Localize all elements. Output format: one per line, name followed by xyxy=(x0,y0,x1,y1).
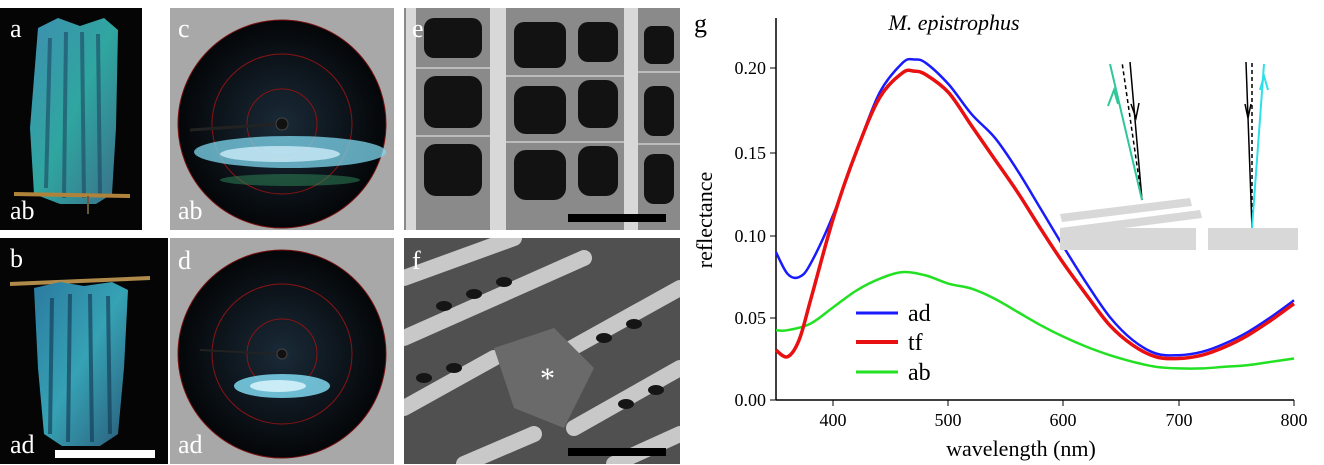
y-tick-label-4: 0.20 xyxy=(735,58,767,78)
inset-incident-arrow-left xyxy=(1130,102,1140,121)
panel-letter-g: g xyxy=(694,9,707,38)
x-tick-label-400: 400 xyxy=(820,410,847,430)
x-tick-500: 500 xyxy=(935,400,962,430)
inset-reflected-arrow-left xyxy=(1107,86,1119,107)
scale-bar-e xyxy=(568,214,666,222)
x-tick-label-700: 700 xyxy=(1166,410,1193,430)
legend-label-tf: tf xyxy=(908,330,923,356)
panel-letter-d: d xyxy=(178,246,191,275)
legend-label-ad: ad xyxy=(908,301,931,327)
inset-reflected-ray-left xyxy=(1109,63,1143,201)
legend: ad tf ab xyxy=(856,301,931,386)
series-line-ab xyxy=(775,270,1295,370)
y-tick-1: 0.05 xyxy=(735,308,776,328)
scale-bar-b xyxy=(55,450,155,458)
x-tick-800: 800 xyxy=(1281,400,1308,430)
y-axis-label: reflectance xyxy=(692,172,717,268)
x-tick-label-500: 500 xyxy=(935,410,962,430)
y-tick-label-1: 0.05 xyxy=(735,308,767,328)
x-tick-400: 400 xyxy=(820,400,847,430)
side-label-d-ad: ad xyxy=(178,430,203,459)
scatterogram-image-ab xyxy=(177,19,387,229)
series-line-ad xyxy=(774,57,1295,357)
panel-a-wing-abaxial: a ab xyxy=(0,8,142,230)
y-tick-0: 0.00 xyxy=(735,390,776,410)
inset-reflected-ray-right xyxy=(1251,63,1265,229)
inset-reflected-arrow-right xyxy=(1259,72,1269,91)
membrane-marker-asterisk: * xyxy=(540,362,555,395)
y-tick-label-3: 0.15 xyxy=(735,143,767,163)
inset-incident-ray-left xyxy=(1129,61,1143,201)
panel-letter-b: b xyxy=(10,244,23,273)
reflectance-chart: g M. epistrophus reflectance wavelength … xyxy=(692,9,1308,461)
y-tick-4: 0.20 xyxy=(735,58,776,78)
y-tick-2: 0.10 xyxy=(735,226,776,246)
inset-incident-arrow-right xyxy=(1244,103,1252,119)
panel-c-scatterogram-ab: c ab xyxy=(170,8,394,230)
inset-incident-ray-right xyxy=(1245,61,1253,229)
inset-normal-left xyxy=(1121,61,1143,201)
sem-image-f xyxy=(404,238,680,464)
y-tick-3: 0.15 xyxy=(735,143,776,163)
inset-reflection-diagram xyxy=(1060,61,1298,250)
scale-bar-f xyxy=(568,448,666,456)
wing-image-ad xyxy=(9,276,151,446)
y-tick-label-0: 0.00 xyxy=(735,390,767,410)
panel-letter-f: f xyxy=(412,246,421,275)
panel-letter-c: c xyxy=(178,14,190,43)
x-tick-label-600: 600 xyxy=(1050,410,1077,430)
inset-tilted-scale-1 xyxy=(1060,198,1192,222)
x-tick-600: 600 xyxy=(1050,400,1077,430)
panel-e-sem-image: e xyxy=(404,8,680,230)
series-line-tf xyxy=(774,68,1296,361)
y-tick-label-2: 0.10 xyxy=(735,226,767,246)
inset-tilted-scale-2 xyxy=(1060,210,1202,236)
panel-f-sem-image: f * xyxy=(404,238,680,464)
side-label-c-ab: ab xyxy=(178,196,203,225)
chart-title: M. epistrophus xyxy=(887,10,1019,35)
x-tick-700: 700 xyxy=(1166,400,1193,430)
inset-substrate-left xyxy=(1060,228,1196,250)
panel-letter-e: e xyxy=(412,14,424,43)
panel-b-wing-adaxial: b ad xyxy=(0,238,168,464)
panel-letter-a: a xyxy=(10,14,22,43)
side-label-ad: ad xyxy=(10,430,35,459)
scatterogram-image-ad xyxy=(177,249,387,459)
sem-image-e xyxy=(404,8,680,230)
side-label-ab: ab xyxy=(10,196,35,225)
x-tick-label-800: 800 xyxy=(1281,410,1308,430)
panel-d-scatterogram-ad: d ad xyxy=(170,238,394,464)
wing-image-ab xyxy=(13,18,131,214)
legend-label-ab: ab xyxy=(908,360,931,386)
x-axis-label: wavelength (nm) xyxy=(946,436,1096,461)
inset-substrate-right xyxy=(1208,228,1298,250)
